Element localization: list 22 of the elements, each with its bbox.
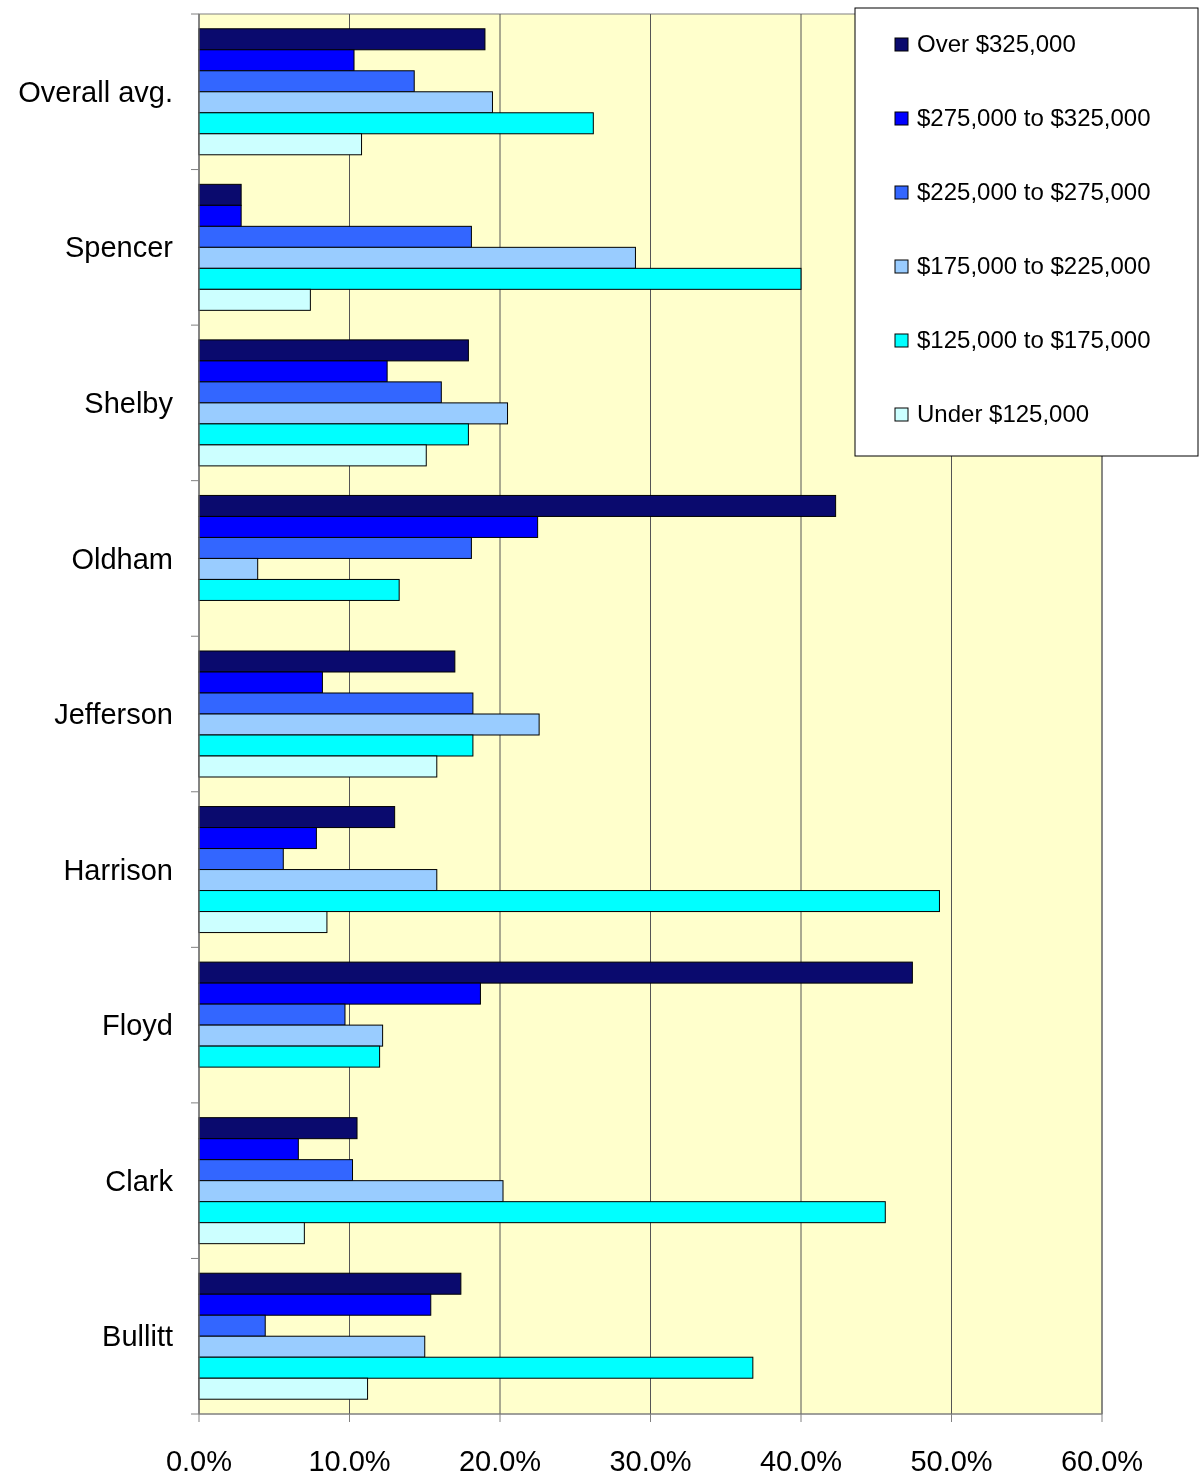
y-tick-label: Harrison <box>63 853 173 886</box>
x-tick-label: 10.0% <box>308 1445 391 1477</box>
x-tick-label: 50.0% <box>910 1445 993 1477</box>
y-tick-label: Floyd <box>102 1009 173 1042</box>
y-tick-label: Spencer <box>64 231 174 264</box>
y-tick-label: Clark <box>105 1164 174 1197</box>
legend-label: Under $125,000 <box>917 400 1090 428</box>
y-tick-label: Overall avg. <box>18 75 173 108</box>
legend-label: $275,000 to $325,000 <box>917 104 1151 132</box>
legend-label: $175,000 to $225,000 <box>917 252 1151 280</box>
y-tick-label: Shelby <box>84 387 174 420</box>
x-tick-label: 20.0% <box>458 1445 542 1477</box>
x-tick-label: 60.0% <box>1060 1445 1144 1477</box>
y-tick-label: Bullitt <box>102 1320 173 1353</box>
legend-label: $125,000 to $175,000 <box>917 326 1151 354</box>
x-tick-label: 0.0% <box>165 1445 233 1477</box>
legend-label: Over $325,000 <box>917 30 1076 58</box>
y-tick-label: Jefferson <box>54 698 173 731</box>
x-tick-label: 40.0% <box>759 1445 843 1477</box>
legend-label: $225,000 to $275,000 <box>917 178 1151 206</box>
y-tick-label: Oldham <box>71 542 173 575</box>
x-tick-label: 30.0% <box>609 1445 692 1477</box>
